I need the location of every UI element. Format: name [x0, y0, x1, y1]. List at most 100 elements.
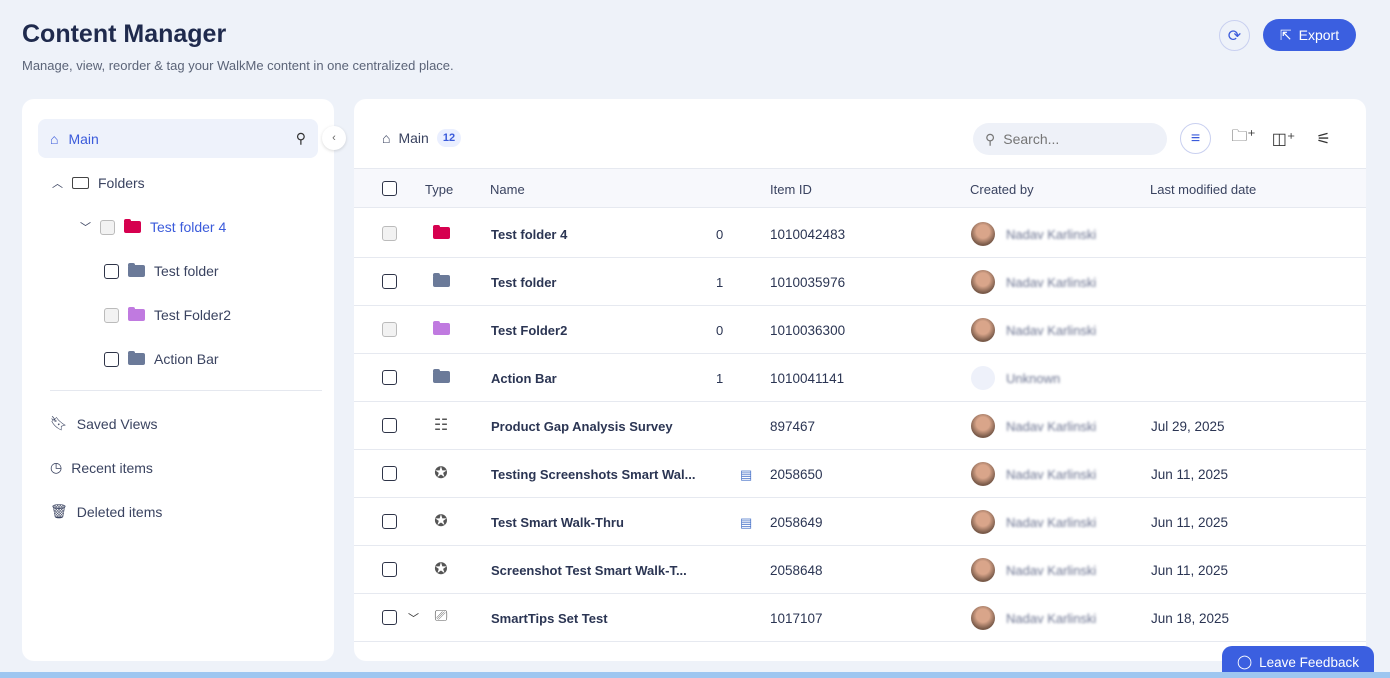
- sidebar-folder[interactable]: Action Bar: [104, 351, 219, 367]
- new-folder-button[interactable]: 🗀⁺: [1228, 123, 1259, 154]
- folder-checkbox[interactable]: [104, 307, 119, 323]
- item-name[interactable]: Test folder: [491, 275, 557, 290]
- table-row[interactable]: ☷ Product Gap Analysis Survey 897467 Nad…: [354, 402, 1366, 450]
- row-checkbox[interactable]: [382, 322, 397, 337]
- type-cell: ⎚: [431, 607, 451, 627]
- item-name[interactable]: Action Bar: [491, 371, 557, 386]
- folder-icon: [128, 263, 145, 277]
- item-count: 1: [716, 371, 724, 386]
- item-id: 1010041141: [770, 371, 845, 386]
- clock-icon: ◷: [50, 459, 63, 475]
- table-row[interactable]: ✪ Screenshot Test Smart Walk-T... 205864…: [354, 546, 1366, 594]
- item-name[interactable]: Testing Screenshots Smart Wal...: [491, 467, 696, 482]
- export-button[interactable]: ⇱ Export: [1263, 19, 1356, 51]
- folder-label: Action Bar: [154, 351, 219, 367]
- folder-icon: [128, 307, 145, 321]
- settings-button[interactable]: ⚟: [1308, 123, 1339, 154]
- add-column-button[interactable]: ◫⁺: [1268, 123, 1299, 154]
- item-name[interactable]: Test folder 4: [491, 227, 568, 242]
- item-id: 1017107: [770, 611, 823, 626]
- page-subtitle: Manage, view, reorder & tag your WalkMe …: [22, 58, 454, 73]
- table-row[interactable]: ✪ Testing Screenshots Smart Wal... ▤ 2058…: [354, 450, 1366, 498]
- item-name[interactable]: Test Smart Walk-Thru: [491, 515, 624, 530]
- sidebar-item-recent[interactable]: ◷ Recent items: [50, 459, 153, 476]
- sidebar-item-main[interactable]: ⌂ Main ⚲: [38, 119, 318, 158]
- type-cell: ✪: [431, 511, 451, 531]
- page-title: Content Manager: [22, 20, 227, 48]
- folder-label: Test Folder2: [154, 307, 232, 323]
- row-checkbox[interactable]: [382, 226, 397, 241]
- creator-name: Nadav Karlinski: [1006, 227, 1097, 242]
- divider: [50, 390, 322, 391]
- table-row[interactable]: Action Bar 1 1010041141 Unknown: [354, 354, 1366, 402]
- saved-views-label: Saved Views: [76, 415, 158, 432]
- chevron-down-icon[interactable]: ﹀: [408, 613, 419, 625]
- row-checkbox[interactable]: [382, 610, 397, 625]
- refresh-icon: ⟳: [1227, 27, 1242, 45]
- sidebar-item-deleted[interactable]: 🗑︎ Deleted items: [50, 503, 162, 520]
- breadcrumb[interactable]: ⌂ Main 12: [382, 129, 462, 147]
- col-type[interactable]: Type: [425, 182, 454, 197]
- folder-checkbox[interactable]: [104, 263, 119, 279]
- feedback-label: Leave Feedback: [1259, 654, 1359, 670]
- sidebar-folder[interactable]: ﹀ Test folder 4: [80, 219, 226, 235]
- folder-icon: [72, 177, 89, 189]
- item-count-badge: 12: [436, 129, 462, 147]
- table-row[interactable]: Test folder 4 0 1010042483 Nadav Karlinsk…: [354, 210, 1366, 258]
- sidebar-item-folders[interactable]: ︿ Folders: [52, 175, 145, 191]
- creator-name: Nadav Karlinski: [1006, 467, 1097, 482]
- type-cell: [431, 271, 451, 291]
- chevron-left-icon: ‹: [332, 132, 336, 144]
- item-name[interactable]: SmartTips Set Test: [491, 611, 608, 626]
- sidebar-folder[interactable]: Test folder: [104, 263, 219, 279]
- creator-name: Nadav Karlinski: [1006, 419, 1097, 434]
- creator-name: Nadav Karlinski: [1006, 323, 1097, 338]
- recent-items-label: Recent items: [71, 459, 153, 476]
- item-name[interactable]: Test Folder2: [491, 323, 568, 338]
- home-icon: ⌂: [50, 130, 59, 147]
- refresh-button[interactable]: ⟳: [1219, 20, 1250, 51]
- row-checkbox[interactable]: [382, 370, 397, 385]
- col-item-id[interactable]: Item ID: [770, 182, 812, 197]
- folder-label: Test folder 4: [150, 219, 227, 235]
- row-checkbox[interactable]: [382, 274, 397, 289]
- collapse-sidebar-button[interactable]: ‹: [322, 126, 346, 150]
- table-row[interactable]: Test folder 1 1010035976 Nadav Karlinski: [354, 258, 1366, 306]
- export-icon: ⇱: [1279, 26, 1292, 43]
- filter-button[interactable]: ≡: [1180, 123, 1211, 154]
- item-count: 1: [716, 275, 724, 290]
- table-row[interactable]: ✪ Test Smart Walk-Thru ▤ 2058649 Nadav Ka…: [354, 498, 1366, 546]
- chevron-down-icon[interactable]: ﹀: [80, 222, 91, 234]
- folder-icon: [432, 273, 450, 287]
- sidebar-item-saved-views[interactable]: 🔖︎ Saved Views: [50, 415, 157, 432]
- folder-label: Test folder: [154, 263, 219, 279]
- search-field[interactable]: ⚲: [973, 123, 1167, 155]
- row-checkbox[interactable]: [382, 418, 397, 433]
- select-all-checkbox[interactable]: [382, 181, 397, 196]
- folder-icon: [432, 321, 450, 335]
- smart-walkthru-icon: ✪: [434, 513, 448, 530]
- avatar: [971, 414, 995, 438]
- smart-walkthru-icon: ✪: [434, 561, 448, 578]
- col-created-by[interactable]: Created by: [970, 182, 1034, 197]
- col-name[interactable]: Name: [490, 182, 525, 197]
- row-checkbox[interactable]: [382, 562, 397, 577]
- item-id: 1010036300: [770, 323, 846, 338]
- folder-checkbox[interactable]: [100, 219, 115, 235]
- table-row[interactable]: Test Folder2 0 1010036300 Nadav Karlinski: [354, 306, 1366, 354]
- creator-name: Nadav Karlinski: [1006, 275, 1097, 290]
- row-checkbox[interactable]: [382, 514, 397, 529]
- col-last-modified[interactable]: Last modified date: [1150, 182, 1257, 197]
- search-input[interactable]: [1003, 131, 1144, 147]
- folder-checkbox[interactable]: [104, 351, 119, 367]
- chevron-up-icon: ︿: [52, 178, 63, 190]
- item-id: 2058648: [770, 563, 823, 578]
- row-checkbox[interactable]: [382, 466, 397, 481]
- item-id: 1010042483: [770, 227, 846, 242]
- item-name[interactable]: Screenshot Test Smart Walk-T...: [491, 563, 687, 578]
- sidebar-folder[interactable]: Test Folder2: [104, 307, 231, 323]
- item-name[interactable]: Product Gap Analysis Survey: [491, 419, 673, 434]
- table-row[interactable]: ﹀ ⎚ SmartTips Set Test 1017107 Nadav Karl…: [354, 594, 1366, 642]
- search-icon[interactable]: ⚲: [295, 130, 306, 146]
- trash-icon: 🗑︎: [50, 503, 68, 519]
